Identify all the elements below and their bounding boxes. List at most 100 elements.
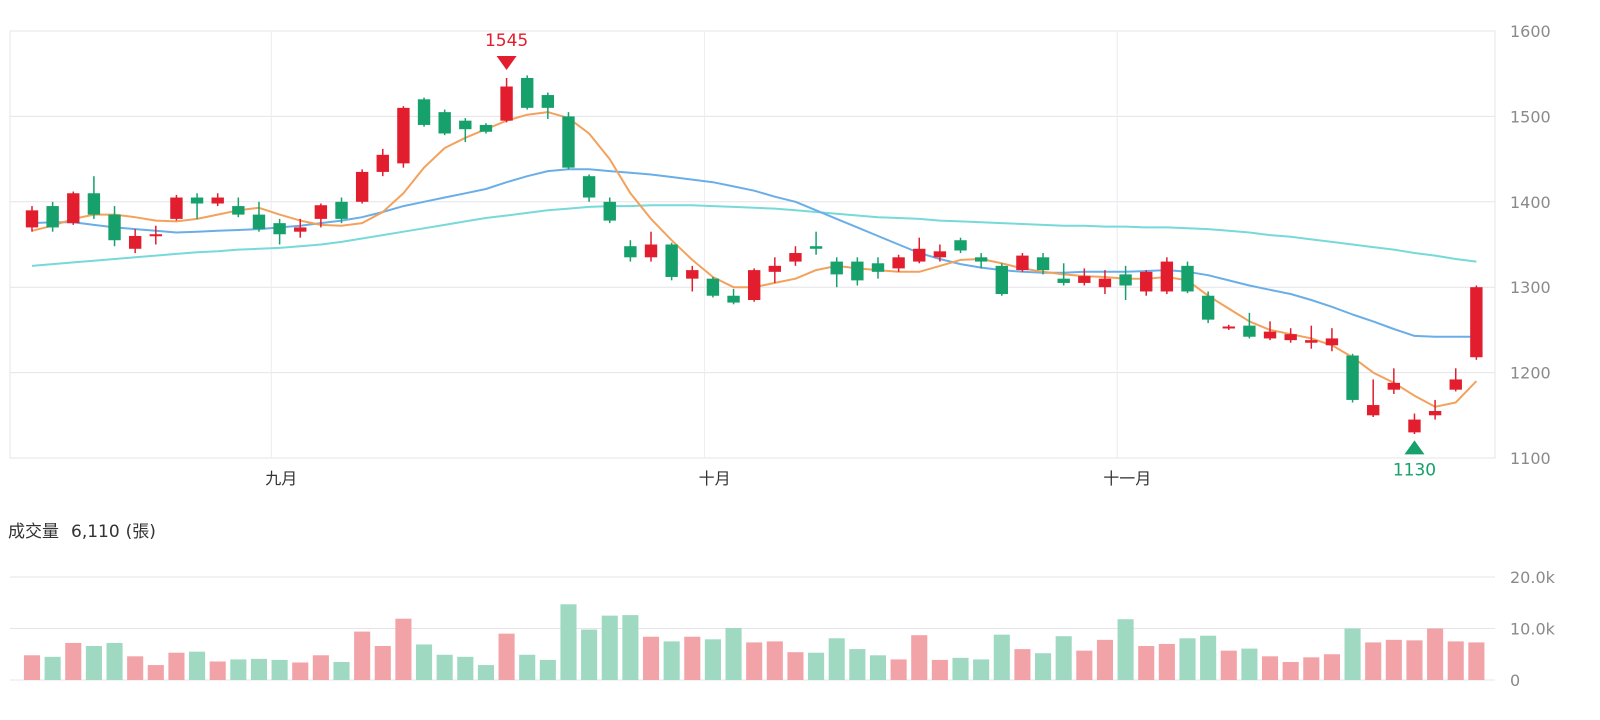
candle-body	[1470, 287, 1483, 358]
candle-body	[232, 206, 245, 215]
max-marker-icon	[496, 55, 517, 70]
candle-body	[789, 253, 802, 262]
volume-bar	[1179, 638, 1196, 680]
max-label: 1545	[485, 31, 528, 51]
volume-bar	[952, 657, 969, 680]
volume-bar	[209, 661, 226, 680]
candle-body	[624, 246, 637, 258]
volume-bar	[1220, 650, 1237, 680]
volume-bar	[1303, 657, 1320, 680]
volume-bar	[168, 652, 185, 680]
volume-bar	[704, 639, 721, 680]
candle-body	[335, 201, 348, 219]
volume-bar	[746, 642, 763, 680]
candle-body	[128, 235, 142, 249]
candle-body	[830, 261, 843, 275]
volume-unit: (張)	[125, 522, 156, 542]
candle-body	[871, 263, 885, 272]
volume-bar	[787, 652, 804, 680]
candle-body	[727, 295, 740, 303]
volume-bar	[65, 642, 82, 680]
volume-bar	[436, 654, 453, 680]
volume-bar	[106, 642, 123, 680]
volume-bar	[127, 656, 144, 680]
candle-body	[686, 270, 699, 279]
candle-body	[25, 210, 39, 228]
candle-body	[582, 176, 596, 198]
candle-body	[170, 197, 183, 219]
volume-bar	[581, 629, 598, 680]
volume-bar	[663, 641, 680, 680]
volume-bar	[1365, 642, 1382, 680]
volume-bar	[1241, 648, 1258, 680]
candle-body	[1098, 278, 1112, 288]
candle-body	[954, 240, 967, 251]
month-label: 九月	[265, 469, 297, 488]
volume-bar	[1323, 654, 1340, 680]
volume-bar	[1385, 639, 1402, 680]
volume-bar	[250, 658, 268, 680]
price-tick-label: 1600	[1510, 22, 1551, 41]
volume-bar	[1076, 650, 1093, 680]
candle-body	[644, 244, 658, 258]
ma-short-line	[31, 111, 1478, 408]
volume-bar	[1344, 628, 1361, 680]
volume-bar	[189, 651, 206, 680]
candle-body	[1119, 274, 1132, 286]
price-tick-label: 1500	[1510, 107, 1551, 126]
candle-body	[1346, 355, 1359, 400]
month-label: 十月	[699, 469, 731, 488]
candle-body	[1367, 405, 1380, 416]
volume-bar	[333, 661, 350, 680]
volume-bar	[808, 652, 825, 680]
volume-bar	[415, 644, 433, 680]
candle-body	[541, 95, 555, 108]
volume-bar	[1014, 649, 1031, 680]
volume-bar	[44, 656, 61, 680]
candle-body	[1222, 326, 1235, 329]
volume-bar	[601, 615, 618, 680]
volume-bar	[147, 665, 164, 680]
candle-body	[355, 171, 369, 202]
candle-body	[190, 197, 204, 204]
volume-bar	[1158, 643, 1175, 680]
candle-body	[747, 270, 761, 301]
candle-body	[479, 124, 493, 132]
price-tick-label: 1400	[1510, 193, 1551, 212]
volume-bar	[560, 604, 577, 680]
volume-bar	[622, 615, 639, 680]
volume-title: 成交量	[8, 522, 59, 542]
candle-body	[252, 214, 266, 230]
candle-body	[459, 120, 472, 130]
volume-bar	[312, 655, 329, 680]
candle-body	[892, 257, 905, 269]
candle-body	[1181, 265, 1194, 292]
candle-body	[87, 193, 101, 215]
volume-bar	[539, 659, 556, 680]
candle-body	[1036, 257, 1050, 271]
candle-body	[1449, 379, 1462, 390]
volume-bar	[725, 627, 742, 680]
candle-body	[294, 227, 307, 232]
candle-body	[1263, 331, 1277, 339]
volume-bar	[1447, 641, 1464, 680]
volume-bar	[766, 641, 783, 680]
candle-body	[521, 77, 534, 108]
volume-tick-label: 20.0k	[1510, 568, 1556, 587]
volume-bar	[1055, 636, 1072, 680]
candle-body	[417, 99, 431, 125]
candle-body	[995, 265, 1008, 295]
volume-bar	[395, 618, 412, 680]
month-label: 十一月	[1103, 469, 1151, 488]
volume-bar	[684, 636, 701, 680]
candle-body	[108, 214, 121, 241]
candle-body	[1305, 340, 1318, 343]
ma-mid-line	[31, 168, 1477, 338]
price-tick-label: 1300	[1510, 278, 1551, 297]
ma-long-line	[31, 204, 1477, 267]
volume-bar	[1035, 653, 1052, 680]
candle-body	[1428, 411, 1442, 416]
volume-bar	[230, 659, 247, 680]
candle-body	[1016, 255, 1029, 271]
